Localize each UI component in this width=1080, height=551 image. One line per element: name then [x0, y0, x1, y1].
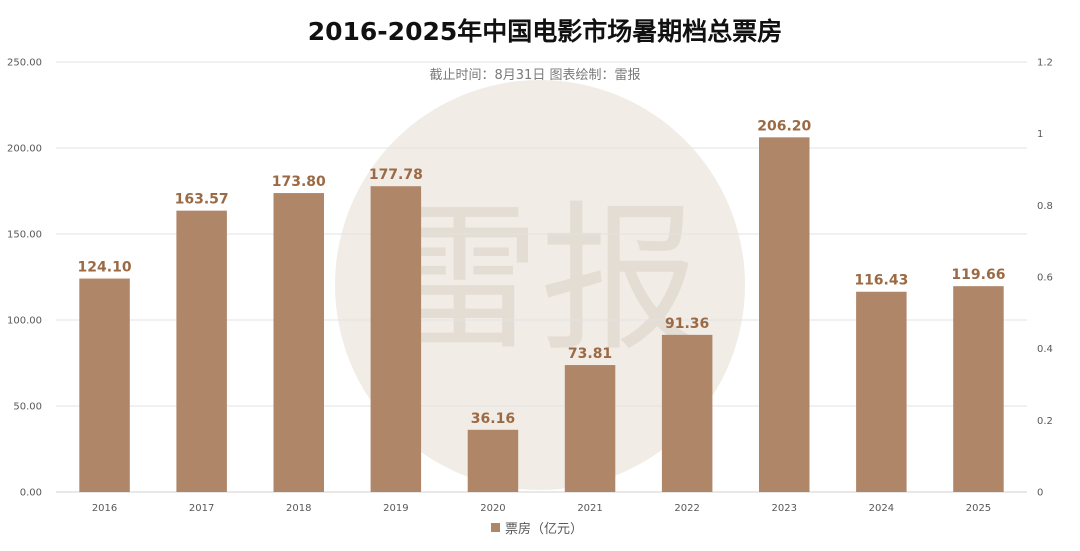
- x-tick-label: 2019: [383, 503, 408, 514]
- right-y-tick-label: 0.4: [1037, 344, 1053, 355]
- chart-subtitle: 截止时间：8月31日 图表绘制：雷报: [430, 68, 641, 83]
- chart-title: 2016-2025年中国电影市场暑期档总票房: [308, 17, 783, 46]
- bar-value-label: 124.10: [78, 260, 132, 276]
- bar: [564, 365, 616, 492]
- bar-value-label: 119.66: [951, 267, 1005, 283]
- bar-value-label: 206.20: [757, 118, 811, 134]
- bar: [856, 291, 907, 492]
- watermark-text: 雷报: [380, 186, 700, 373]
- x-tick-label: 2022: [674, 503, 699, 514]
- bar: [661, 334, 713, 492]
- left-y-tick-label: 250.00: [7, 58, 42, 69]
- bar: [953, 286, 1004, 492]
- right-y-axis: 0 0.2 0.4 0.6 0.8 1 1.2: [1037, 58, 1053, 499]
- right-y-tick-label: 0: [1037, 488, 1043, 499]
- left-y-axis: 0.00 50.00 100.00 150.00 200.00 250.00: [7, 58, 42, 499]
- watermark: 雷报: [335, 80, 745, 490]
- x-tick-label: 2023: [772, 503, 797, 514]
- watermark-circle: [335, 80, 745, 490]
- bar: [176, 210, 227, 492]
- right-y-tick-label: 1: [1037, 129, 1043, 140]
- right-y-tick-label: 0.8: [1037, 201, 1053, 212]
- left-y-tick-label: 0.00: [20, 488, 42, 499]
- left-y-tick-label: 200.00: [7, 144, 42, 155]
- right-y-tick-label: 0.6: [1037, 273, 1053, 284]
- bar-value-label: 173.80: [272, 174, 326, 190]
- legend-label: 票房（亿元）: [505, 521, 583, 537]
- legend: 票房（亿元）: [491, 521, 583, 537]
- bar: [370, 186, 422, 493]
- left-y-tick-label: 150.00: [7, 230, 42, 241]
- data-labels: 124.10 163.57 173.80 177.78 36.16 73.81 91.36 2…: [78, 118, 1006, 426]
- left-y-tick-label: 50.00: [13, 402, 42, 413]
- bar-value-label: 36.16: [471, 411, 515, 427]
- right-y-tick-label: 1.2: [1037, 58, 1053, 69]
- right-y-tick-label: 0.2: [1037, 416, 1053, 427]
- x-axis: 2016 2017 2018 2019 2020 2021 2022 2023 2024 2025: [92, 503, 991, 514]
- x-tick-label: 2025: [966, 503, 991, 514]
- bar-value-label: 116.43: [854, 273, 908, 289]
- x-tick-label: 2016: [92, 503, 117, 514]
- bar: [467, 429, 519, 492]
- bar: [79, 278, 130, 492]
- bar: [273, 193, 324, 492]
- x-tick-label: 2018: [286, 503, 311, 514]
- legend-swatch: [491, 523, 500, 532]
- bar-value-label: 91.36: [665, 316, 709, 332]
- bar-value-label: 73.81: [568, 346, 612, 362]
- bar: [759, 137, 810, 492]
- left-y-tick-label: 100.00: [7, 316, 42, 327]
- bar-value-label: 177.78: [369, 167, 423, 183]
- x-tick-label: 2020: [480, 503, 505, 514]
- bar-value-label: 163.57: [175, 192, 229, 208]
- x-tick-label: 2024: [869, 503, 894, 514]
- x-tick-label: 2017: [189, 503, 214, 514]
- bars: [79, 137, 1004, 493]
- x-tick-label: 2021: [577, 503, 602, 514]
